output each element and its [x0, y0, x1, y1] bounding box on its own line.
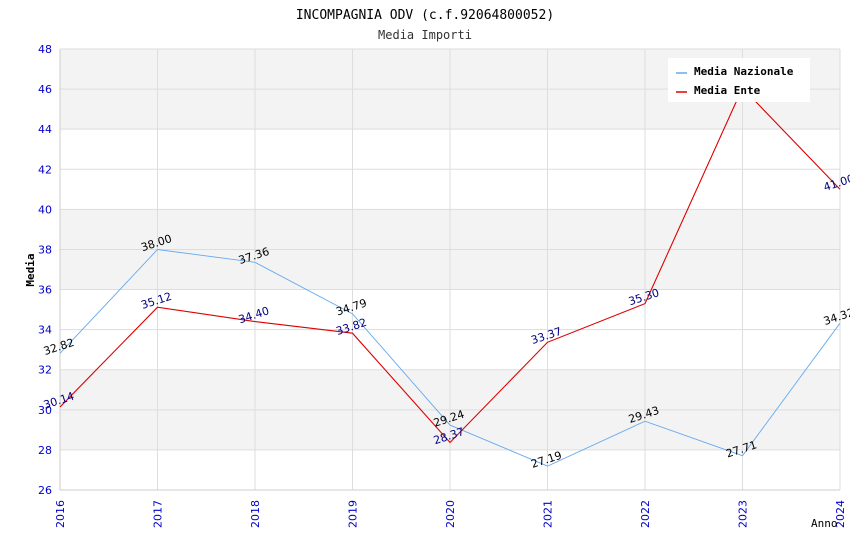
series-lines [59, 86, 841, 467]
x-tick-label: 2020 [444, 500, 457, 528]
y-tick-label: 30 [38, 404, 52, 417]
y-tick-label: 36 [38, 284, 52, 297]
x-tick-label: 2021 [542, 500, 555, 528]
legend-box [668, 58, 810, 102]
y-tick-label: 42 [38, 163, 52, 176]
y-tick-label: 48 [38, 43, 52, 56]
y-tick-label: 34 [38, 324, 52, 337]
x-tick-label: 2023 [737, 500, 750, 528]
chart-subtitle: Media Importi [378, 28, 472, 42]
data-label: 32.82 [42, 336, 76, 358]
chart-title: INCOMPAGNIA ODV (c.f.92064800052) [296, 8, 554, 23]
y-tick-label: 46 [38, 83, 52, 96]
data-label: 34.32 [822, 306, 850, 328]
y-tick-label: 28 [38, 444, 52, 457]
y-tick-label: 44 [38, 123, 52, 136]
series-line-media-ente [59, 86, 841, 444]
y-tick-label: 26 [38, 484, 52, 497]
y-tick-label: 40 [38, 203, 52, 216]
y-tick-label: 32 [38, 364, 52, 377]
y-tick-labels: 26 28 30 32 34 36 38 40 42 44 46 48 [38, 43, 52, 497]
legend-label-media-ente: Media Ente [694, 84, 761, 97]
x-tick-label: 2018 [249, 500, 262, 528]
x-tick-labels: 2016 2017 2018 2019 2020 2021 2022 2023 2024 [54, 500, 847, 528]
x-axis-title: Anno [811, 517, 838, 530]
data-label: 27.19 [529, 449, 563, 471]
data-label: 33.82 [334, 316, 368, 338]
legend: Media Nazionale Media Ente [668, 58, 810, 102]
x-tick-label: 2019 [347, 500, 360, 528]
x-tick-label: 2017 [152, 500, 165, 528]
y-tick-label: 38 [38, 243, 52, 256]
legend-label-media-nazionale: Media Nazionale [694, 65, 794, 78]
x-tick-label: 2022 [639, 500, 652, 528]
x-tick-label: 2024 [834, 500, 847, 528]
x-tick-label: 2016 [54, 500, 67, 528]
y-axis-title: Media [24, 253, 37, 286]
series-line-media-nazionale [59, 249, 841, 467]
